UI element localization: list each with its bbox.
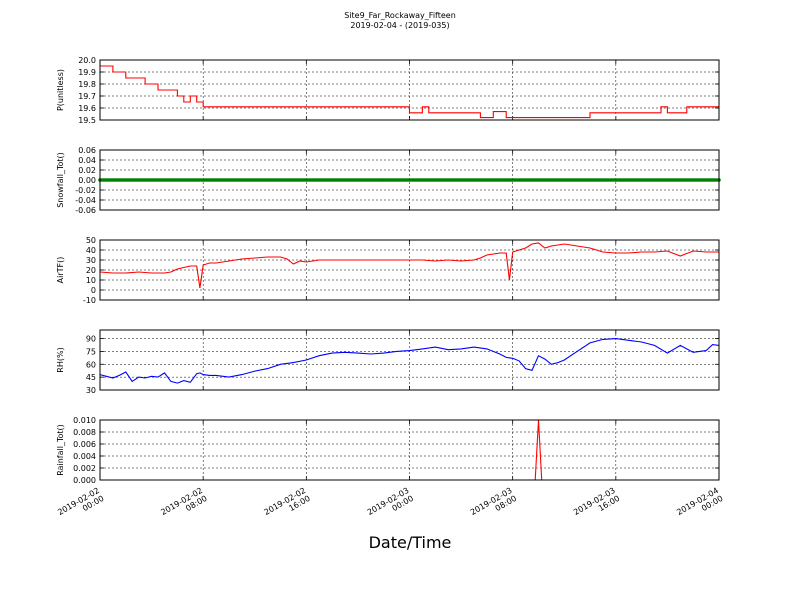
y-tick-label: 0.02 (78, 166, 96, 175)
y-tick-label: 19.7 (78, 92, 96, 101)
scatter-points (98, 178, 721, 182)
x-tick-label: 2019-02-0208:00 (159, 486, 208, 525)
subplot-2: 0.060.040.020.00-0.02-0.04-0.06 Snowfall_… (56, 146, 721, 215)
y-tick-label: 0.002 (73, 464, 96, 473)
y-tick-label: 50 (86, 236, 96, 245)
y-tick-label: 0.06 (78, 146, 96, 155)
y-axis-label: RH(%) (56, 347, 65, 372)
y-tick-label: -0.04 (75, 196, 96, 205)
axes-frame (99, 59, 720, 121)
y-tick-label: 0 (91, 286, 96, 295)
y-tick-label: 0.004 (73, 452, 96, 461)
x-axis-label: Date/Time (368, 533, 452, 552)
y-tick-label: 19.9 (78, 68, 96, 77)
subplot-5: 0.010 0.008 0.006 0.004 0.002 0.000 Rainfall_T… (56, 416, 720, 485)
x-tick-label: 2019-02-0308:00 (469, 486, 518, 525)
y-tick-label: -0.06 (75, 206, 96, 215)
y-tick-label: 10 (86, 276, 96, 285)
x-tick-label: 2019-02-0216:00 (263, 486, 312, 525)
y-tick-label: 0.006 (73, 440, 96, 449)
y-tick-label: 20.0 (78, 56, 96, 65)
y-tick-label: -10 (83, 296, 96, 305)
y-tick-label: 0.00 (78, 176, 96, 185)
y-tick-label: 30 (86, 256, 96, 265)
x-tick-label: 2019-02-0300:00 (366, 486, 415, 525)
series-line (100, 65, 719, 119)
y-tick-label: 60 (86, 360, 96, 369)
subplot-1: 20.0 19.9 19.8 19.7 19.6 19.5 P(unitless) (56, 56, 720, 125)
y-tick-label: 0.04 (78, 156, 96, 165)
series-line (99, 242, 719, 289)
y-tick-label: 19.8 (78, 80, 96, 89)
y-tick-label: 20 (86, 266, 96, 275)
y-tick-label: 75 (86, 347, 96, 356)
y-tick-label: 0.000 (73, 476, 96, 485)
y-axis-label: Snowfall_Tot() (56, 152, 65, 208)
y-tick-label: 90 (86, 335, 96, 344)
y-tick-label: 30 (86, 386, 96, 395)
y-axis-label: Rainfall_Tot() (56, 424, 65, 476)
chart-subtitle: 2019-02-04 - (2019-035) (350, 21, 450, 30)
x-tick-label: 2019-02-0400:00 (675, 486, 724, 525)
axes-frame (99, 329, 720, 391)
y-tick-label: 0.010 (73, 416, 96, 425)
axes-frame (99, 239, 720, 301)
x-tick-label: 2019-02-0316:00 (572, 486, 621, 525)
axes-frame (99, 149, 720, 211)
y-tick-label: 19.5 (78, 116, 96, 125)
y-axis-label: P(unitless) (56, 69, 65, 111)
series-line (99, 338, 720, 384)
chart-title: Site9_Far_Rockaway_Fifteen (344, 11, 456, 20)
y-tick-label: 45 (86, 373, 96, 382)
y-axis-label: AirTF() (56, 257, 65, 284)
y-tick-label: 0.008 (73, 428, 96, 437)
y-tick-label: -0.02 (75, 186, 96, 195)
subplot-4: 90 75 60 45 30 RH(%) (56, 329, 720, 395)
y-tick-label: 19.6 (78, 104, 96, 113)
x-tick-label: 2019-02-0200:00 (56, 486, 105, 525)
axes-frame (99, 419, 720, 481)
y-tick-label: 40 (86, 246, 96, 255)
